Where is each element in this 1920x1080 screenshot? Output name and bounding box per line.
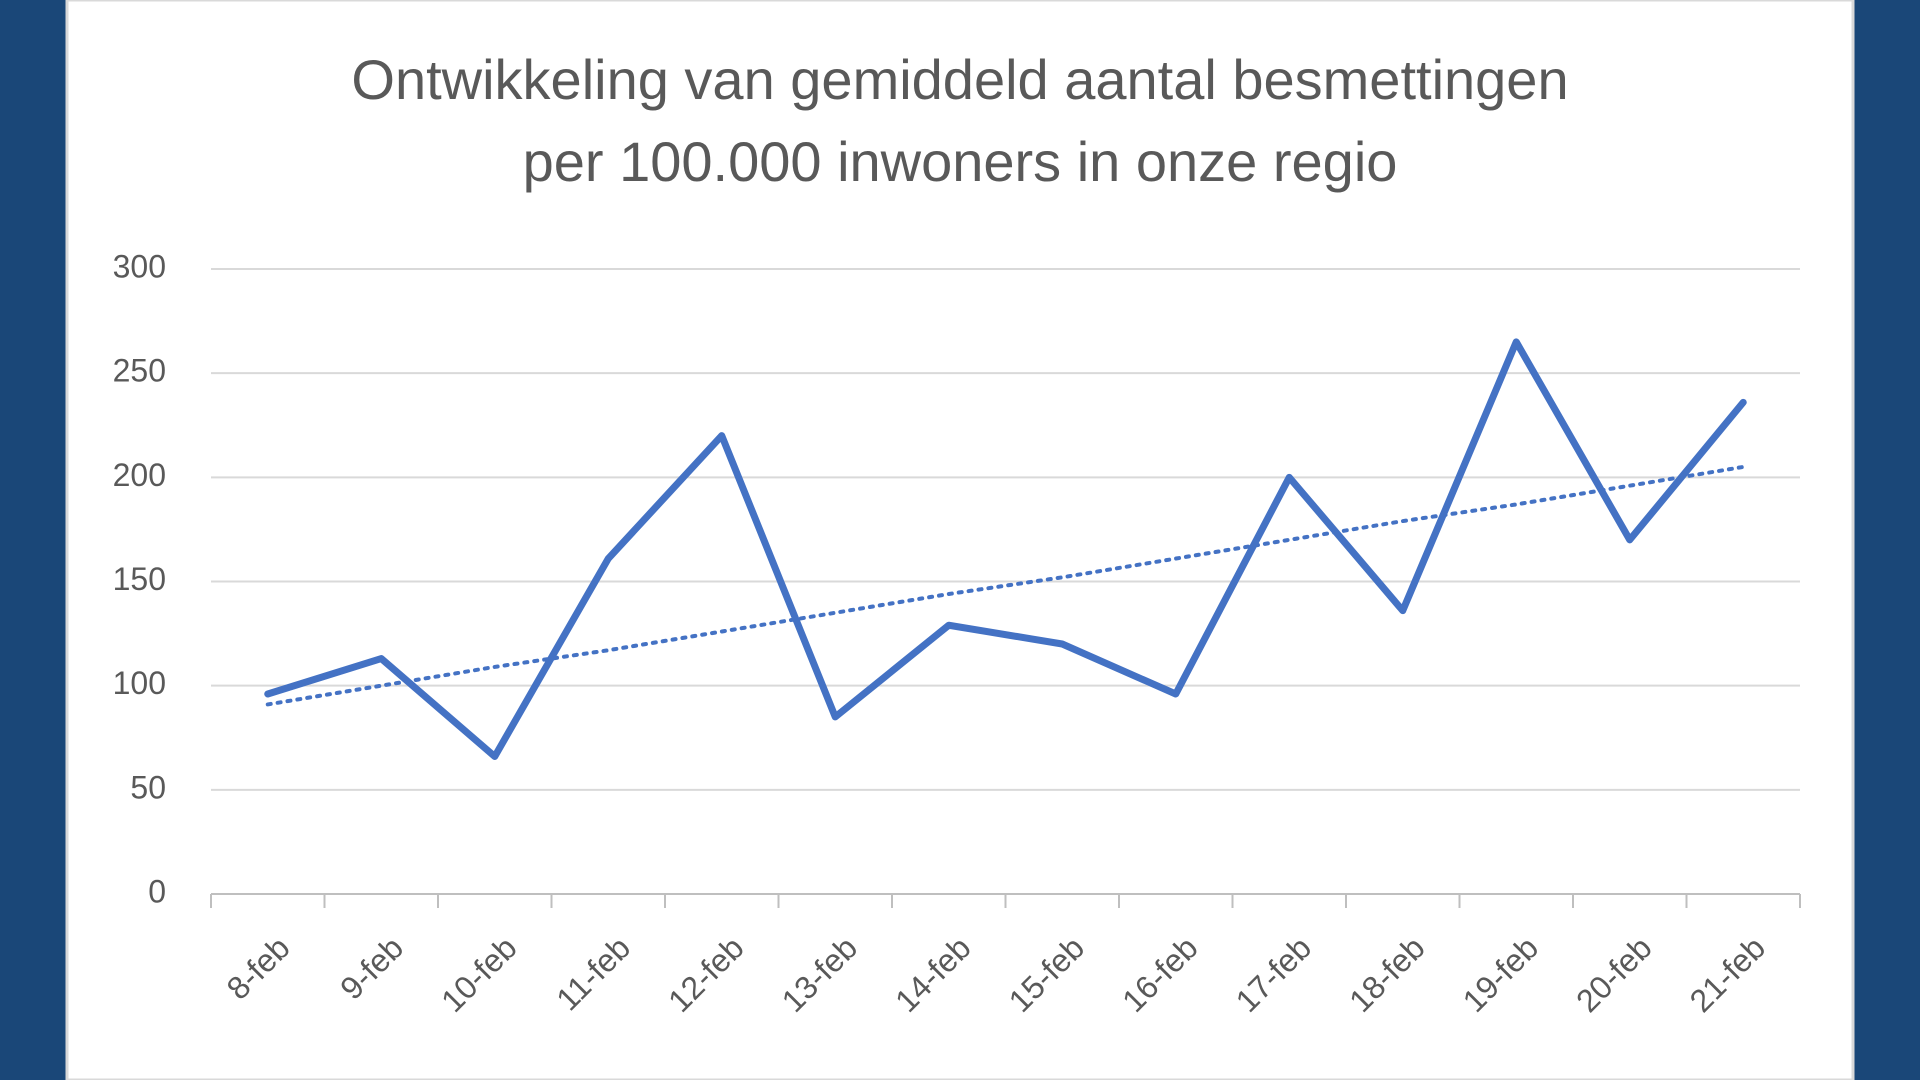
data-line <box>264 338 1747 760</box>
chart-title-line: per 100.000 inwoners in onze regio <box>523 130 1398 193</box>
trend-line <box>265 464 1746 707</box>
y-tick-label: 0 <box>148 873 166 909</box>
y-tick-label: 200 <box>113 457 166 493</box>
y-tick-label: 300 <box>113 248 166 284</box>
y-tick-label: 50 <box>130 769 166 805</box>
y-tick-label: 150 <box>113 561 166 597</box>
y-tick-label: 250 <box>113 353 166 389</box>
y-tick-label: 100 <box>113 665 166 701</box>
chart-panel <box>65 0 1855 1080</box>
chart-title-line: Ontwikkeling van gemiddeld aantal besmet… <box>351 48 1568 111</box>
